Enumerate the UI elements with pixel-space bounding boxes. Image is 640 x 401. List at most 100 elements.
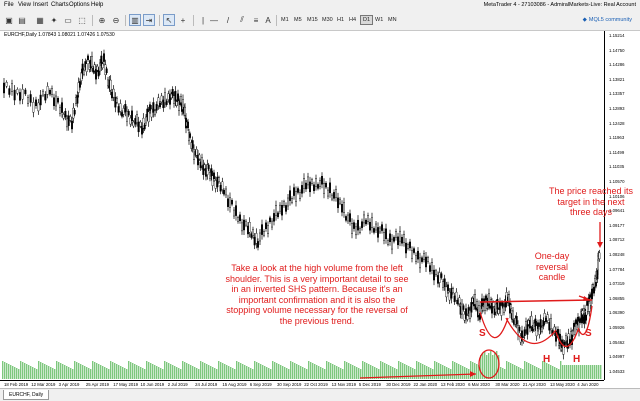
price-candle bbox=[86, 55, 89, 60]
volume-bar bbox=[182, 361, 184, 379]
price-candle bbox=[331, 194, 334, 200]
price-candle bbox=[537, 322, 540, 329]
price-candle bbox=[265, 222, 268, 230]
tile-icon[interactable]: ▥ bbox=[129, 14, 141, 26]
mql5-link[interactable]: ◆ MQL5 community bbox=[583, 17, 632, 23]
volume-bar bbox=[480, 355, 482, 379]
toolbar: ▣ ▤ ▦ ✦ ▭ ⬚ ⊕ ⊖ ▥ ⇥ ↖ + | — / ⫽ ≡ A M1 M… bbox=[0, 11, 640, 31]
channel-icon[interactable]: ⫽ bbox=[240, 15, 244, 24]
volume-bar bbox=[328, 362, 330, 379]
volume-bar bbox=[338, 367, 340, 379]
price-candle bbox=[297, 188, 300, 193]
cursor-icon[interactable]: ↖ bbox=[163, 14, 175, 26]
volume-bar bbox=[56, 361, 58, 379]
volume-bar bbox=[462, 366, 464, 379]
price-candle bbox=[335, 189, 338, 198]
price-candle bbox=[250, 233, 253, 238]
timeframe-w1[interactable]: W1 bbox=[375, 17, 384, 23]
autoscroll-icon[interactable]: ⇥ bbox=[143, 14, 155, 26]
volume-bar bbox=[250, 368, 252, 379]
price-candle bbox=[283, 201, 286, 207]
price-candle bbox=[55, 95, 58, 107]
crosshair-icon[interactable]: + bbox=[180, 15, 186, 25]
volume-bar bbox=[378, 369, 380, 379]
price-candle bbox=[409, 241, 412, 249]
price-candle bbox=[32, 102, 35, 113]
price-tick: 1.04533 bbox=[609, 368, 625, 374]
profiles-icon[interactable]: ▤ bbox=[18, 15, 26, 25]
volume-bar bbox=[584, 365, 586, 379]
price-candle bbox=[579, 318, 582, 323]
price-candle bbox=[29, 94, 32, 103]
volume-bar bbox=[354, 366, 356, 379]
menu-options[interactable]: Options bbox=[69, 2, 90, 8]
volume-bar bbox=[574, 365, 576, 379]
price-candle bbox=[538, 326, 541, 335]
price-candle bbox=[165, 100, 168, 105]
volume-bar bbox=[236, 361, 238, 379]
timeframe-m1[interactable]: M1 bbox=[281, 17, 289, 23]
volume-bar bbox=[450, 369, 452, 379]
price-candle bbox=[19, 92, 22, 101]
price-candle bbox=[137, 121, 140, 133]
price-candle bbox=[452, 288, 455, 293]
volume-bar bbox=[200, 361, 202, 379]
price-candle bbox=[355, 226, 358, 236]
timeframe-h4[interactable]: H4 bbox=[349, 17, 357, 23]
price-candle bbox=[186, 121, 189, 129]
price-candle bbox=[100, 55, 103, 67]
volume-bar bbox=[360, 369, 362, 379]
price-candle bbox=[147, 111, 150, 123]
timeframe-h1[interactable]: H1 bbox=[337, 17, 345, 23]
timeframe-m30[interactable]: M30 bbox=[322, 17, 333, 23]
timeframe-m15[interactable]: M15 bbox=[307, 17, 318, 23]
price-candle bbox=[267, 225, 270, 234]
volume-bar bbox=[516, 366, 518, 379]
timeframe-mn[interactable]: MN bbox=[388, 17, 397, 23]
menu-help[interactable]: Help bbox=[91, 2, 104, 8]
navigator-icon[interactable]: ✦ bbox=[50, 15, 58, 25]
price-candle bbox=[333, 192, 336, 199]
volume-bar bbox=[254, 361, 256, 379]
horizontal-line-icon[interactable]: — bbox=[210, 15, 218, 25]
tab-eurchf-daily[interactable]: EURCHF, Daily bbox=[3, 390, 50, 400]
price-candle bbox=[285, 205, 288, 212]
volume-bar bbox=[90, 369, 92, 379]
price-candle bbox=[553, 326, 556, 334]
fibonacci-icon[interactable]: ≡ bbox=[253, 15, 259, 25]
price-candle bbox=[535, 325, 538, 337]
menu-charts[interactable]: Charts bbox=[51, 2, 69, 8]
volume-bar bbox=[532, 365, 534, 379]
tester-icon[interactable]: ⬚ bbox=[78, 15, 86, 25]
price-candle bbox=[488, 293, 491, 304]
price-candle bbox=[429, 265, 432, 272]
time-tick: 4 Jun 2020 bbox=[577, 382, 599, 387]
text-icon[interactable]: A bbox=[265, 15, 271, 25]
terminal-icon[interactable]: ▭ bbox=[64, 15, 72, 25]
menu-file[interactable]: File bbox=[4, 2, 14, 8]
volume-bar bbox=[4, 362, 6, 379]
timeframe-m5[interactable]: M5 bbox=[294, 17, 302, 23]
zoom-out-icon[interactable]: ⊖ bbox=[112, 15, 120, 25]
price-candle bbox=[545, 317, 548, 323]
time-tick: 25 Apr 2019 bbox=[85, 382, 110, 387]
market-watch-icon[interactable]: ▦ bbox=[36, 15, 44, 25]
volume-bar bbox=[104, 367, 106, 379]
menu-view[interactable]: View bbox=[18, 2, 31, 8]
new-chart-icon[interactable]: ▣ bbox=[5, 15, 13, 25]
volume-bar bbox=[414, 369, 416, 379]
zoom-in-icon[interactable]: ⊕ bbox=[98, 15, 106, 25]
trendline-icon[interactable]: / bbox=[226, 15, 230, 25]
timeframe-d1[interactable]: D1 bbox=[360, 15, 374, 25]
price-candle bbox=[246, 225, 249, 235]
volume-bar bbox=[70, 368, 72, 379]
volume-bar bbox=[566, 365, 568, 379]
volume-bar bbox=[526, 362, 528, 379]
right-shoulder-curve bbox=[577, 305, 593, 335]
price-candle bbox=[393, 237, 396, 242]
time-tick: 6 Mar 2020 bbox=[468, 382, 490, 387]
menu-insert[interactable]: Insert bbox=[33, 2, 49, 8]
vertical-line-icon[interactable]: | bbox=[201, 15, 205, 25]
price-candle bbox=[591, 288, 594, 300]
